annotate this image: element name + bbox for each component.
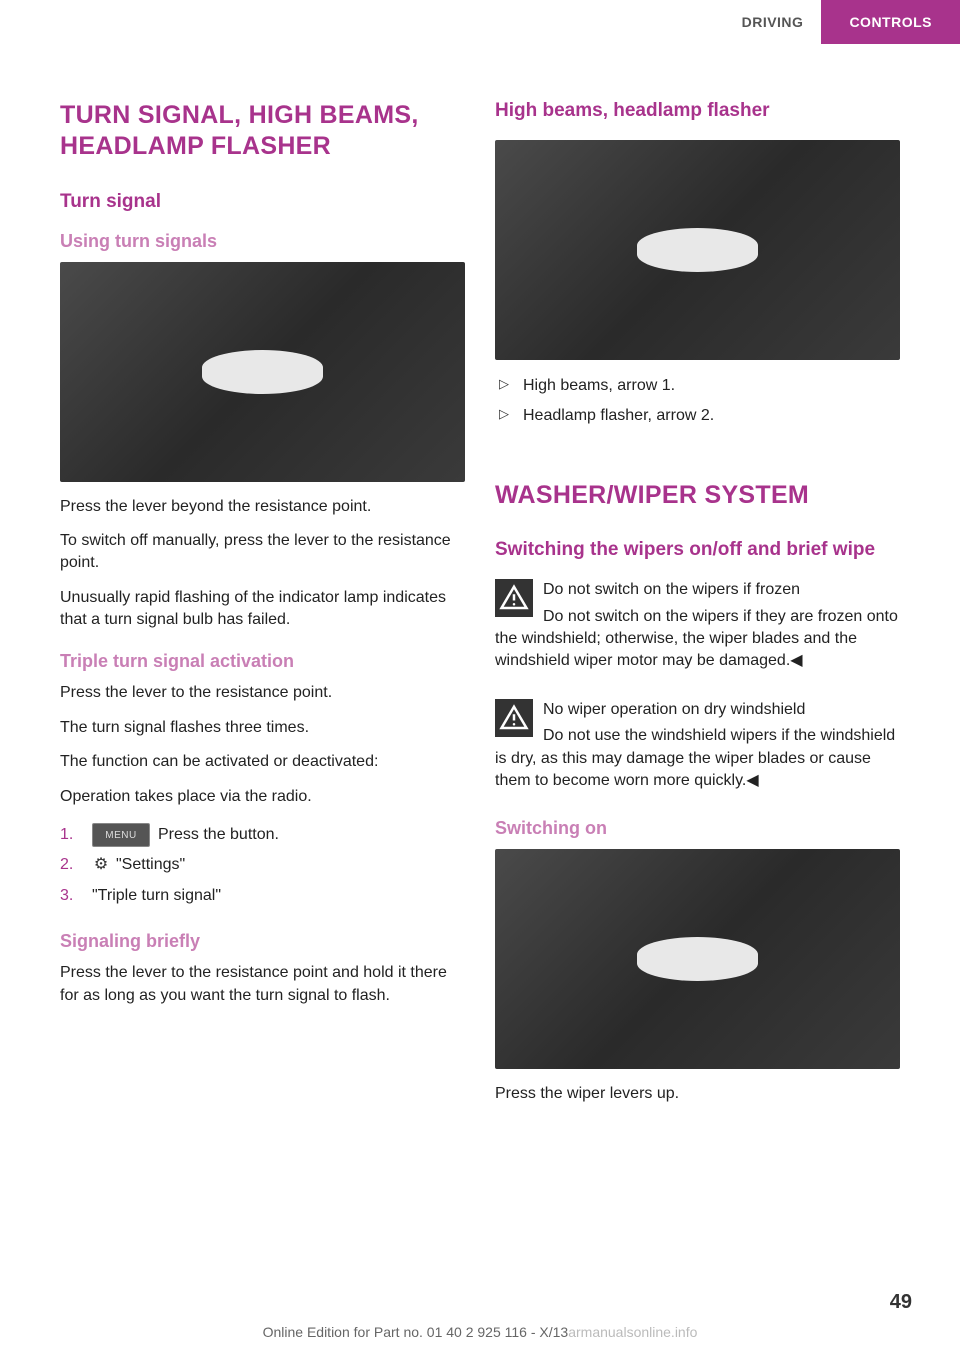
body-text: The function can be activated or deactiv… xyxy=(60,751,465,773)
menu-button-icon: MENU xyxy=(92,823,150,847)
left-column: TURN SIGNAL, HIGH BEAMS, HEADLAMP FLASHE… xyxy=(60,100,465,1118)
step-text: "Triple turn signal" xyxy=(92,881,221,911)
list-item: 1. MENU Press the button. xyxy=(60,820,465,850)
gear-icon: ⚙ xyxy=(92,857,110,875)
page-number: 49 xyxy=(890,1291,912,1314)
topic-heading: Triple turn signal activation xyxy=(60,651,465,672)
turn-signal-image xyxy=(60,262,465,482)
list-item: Headlamp flasher, arrow 2. xyxy=(495,404,900,428)
warning-block: No wiper operation on dry windshield Do … xyxy=(495,699,900,805)
watermark: armanualsonline.info xyxy=(568,1324,697,1340)
subsection-heading: Switching the wipers on/off and brief wi… xyxy=(495,539,900,561)
step-number: 2. xyxy=(60,850,73,880)
body-text: Unusually rapid flashing of the indicato… xyxy=(60,587,465,632)
section-heading: TURN SIGNAL, HIGH BEAMS, HEADLAMP FLASHE… xyxy=(60,100,465,163)
body-text: Press the lever to the resistance point. xyxy=(60,682,465,704)
high-beams-image xyxy=(495,140,900,360)
bullet-list: High beams, arrow 1. Headlamp flasher, a… xyxy=(495,374,900,428)
section-heading: WASHER/WIPER SYSTEM xyxy=(495,480,900,511)
warning-text: Do not use the windshield wipers if the … xyxy=(495,725,900,792)
body-text: Press the lever beyond the resistance po… xyxy=(60,496,465,518)
subsection-heading: High beams, headlamp flasher xyxy=(495,100,900,122)
header-chapter-label: CONTROLS xyxy=(821,0,960,44)
right-column: High beams, headlamp flasher High beams,… xyxy=(495,100,900,1118)
step-number: 3. xyxy=(60,881,73,911)
list-item: 2. ⚙ "Settings" xyxy=(60,850,465,880)
steps-list: 1. MENU Press the button. 2. ⚙ "Settings… xyxy=(60,820,465,911)
topic-heading: Signaling briefly xyxy=(60,931,465,952)
body-text: Operation takes place via the radio. xyxy=(60,786,465,808)
warning-title: No wiper operation on dry windshield xyxy=(495,699,900,721)
warning-text: Do not switch on the wipers if they are … xyxy=(495,606,900,673)
warning-icon xyxy=(495,579,533,617)
body-text: Press the wiper levers up. xyxy=(495,1083,900,1105)
header-section-label: DRIVING xyxy=(724,0,822,44)
page-content: TURN SIGNAL, HIGH BEAMS, HEADLAMP FLASHE… xyxy=(60,100,900,1118)
warning-block: Do not switch on the wipers if frozen Do… xyxy=(495,579,900,685)
footer-edition: Online Edition for Part no. 01 40 2 925 … xyxy=(263,1324,569,1340)
step-text: Press the button. xyxy=(158,820,279,850)
topic-heading: Switching on xyxy=(495,818,900,839)
list-item: 3. "Triple turn signal" xyxy=(60,881,465,911)
body-text: To switch off manually, press the lever … xyxy=(60,530,465,575)
step-number: 1. xyxy=(60,820,73,850)
topic-heading: Using turn signals xyxy=(60,231,465,252)
warning-icon xyxy=(495,699,533,737)
wiper-switching-image xyxy=(495,849,900,1069)
footer-text: Online Edition for Part no. 01 40 2 925 … xyxy=(0,1324,960,1340)
page-header: DRIVING CONTROLS xyxy=(724,0,960,44)
warning-title: Do not switch on the wipers if frozen xyxy=(495,579,900,601)
step-text: "Settings" xyxy=(116,850,185,880)
body-text: Press the lever to the resistance point … xyxy=(60,962,465,1007)
subsection-heading: Turn signal xyxy=(60,191,465,213)
body-text: The turn signal flashes three times. xyxy=(60,717,465,739)
list-item: High beams, arrow 1. xyxy=(495,374,900,398)
